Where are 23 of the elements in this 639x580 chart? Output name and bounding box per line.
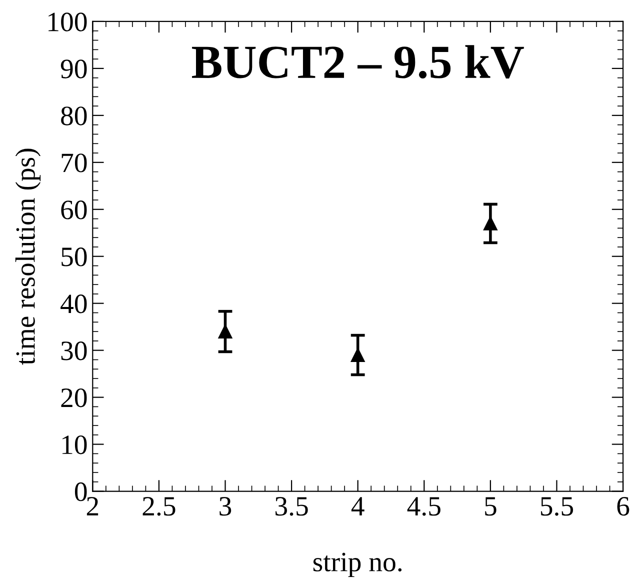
x-tick-label: 2: [86, 497, 98, 516]
x-tick-label: 3.5: [276, 497, 308, 516]
x-tick-label: 4: [351, 497, 364, 516]
y-tick-label: 80: [61, 106, 87, 126]
y-tick-label: 100: [48, 12, 87, 32]
x-tick-label: 4.5: [407, 497, 440, 516]
y-tick-label: 20: [61, 388, 87, 408]
y-tick-label: 10: [62, 435, 87, 454]
x-tick-label: 6: [617, 497, 630, 516]
x-tick-label: 3: [220, 497, 232, 516]
y-tick-label: 30: [61, 341, 87, 360]
y-tick-label: 50: [62, 248, 87, 266]
y-tick-label: 0: [74, 482, 87, 502]
chart-title: BUCT2 – 9.5 kV: [192, 45, 524, 79]
y-tick-label: 90: [60, 60, 87, 78]
x-tick-label: 2.5: [142, 497, 176, 516]
y-tick-label: 40: [60, 294, 87, 314]
x-axis-title: strip no.: [313, 552, 402, 578]
y-tick-label: 60: [61, 200, 87, 220]
x-tick-label: 5: [485, 497, 496, 516]
y-tick-label: 70: [62, 154, 87, 172]
y-axis-title: time resolution (ps): [15, 148, 41, 365]
x-tick-label: 5.5: [540, 497, 574, 516]
